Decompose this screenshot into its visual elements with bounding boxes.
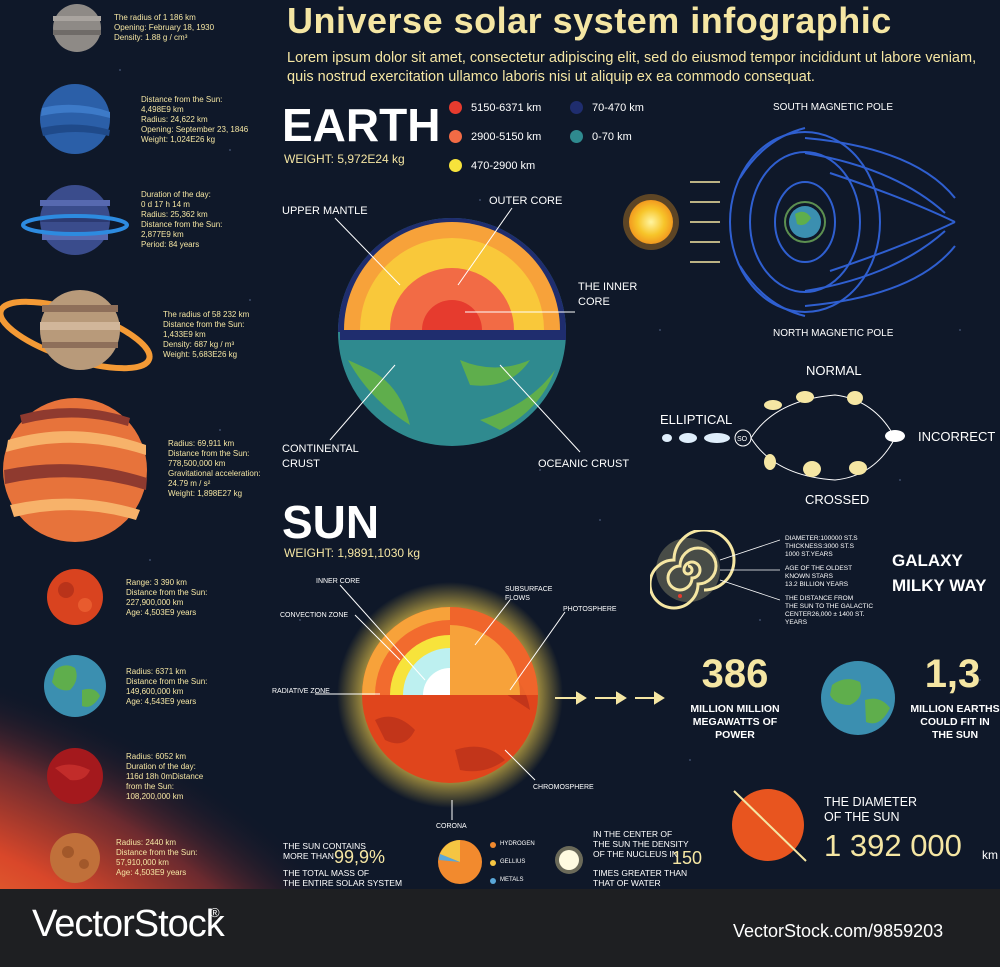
earth-small-planet: [44, 655, 106, 717]
legend-label: 0-70 km: [592, 131, 632, 143]
label-continental-2: CRUST: [282, 458, 320, 470]
page-title: Universe solar system infographic: [287, 0, 892, 41]
mars-planet: [47, 569, 103, 625]
neptune-planet: [40, 84, 110, 154]
mass-text-2: THE TOTAL MASS OF THE ENTIRE SOLAR SYSTE…: [283, 868, 403, 888]
galaxy-facts-1: DIAMETER:100000 ST.S THICKNESS:3000 ST.S…: [785, 535, 858, 558]
legend-label: 470-2900 km: [471, 160, 536, 172]
nucleus-icon: [555, 846, 583, 874]
uranus-info: Duration of the day: 0 d 17 h 14 m Radiu…: [141, 190, 223, 249]
earth-title: EARTH: [282, 99, 441, 151]
legend-metals: METALS: [500, 877, 524, 883]
label-inner-core-2: CORE: [578, 296, 610, 308]
density-value: 150: [672, 848, 703, 868]
venus-planet: [47, 748, 103, 804]
so-label: SO: [737, 436, 748, 443]
galaxy-type-crossed: CROSSED: [805, 492, 870, 507]
sun-leader-lines: [315, 584, 566, 820]
galaxy-facts-2: AGE OF THE OLDEST KNOWN STARS 13.2 BILLI…: [785, 565, 853, 588]
sun-title: SUN: [282, 496, 380, 548]
density-text-2: TIMES GREATER THAN THAT OF WATER: [593, 868, 688, 888]
watermark-footer: VectorStock ® VectorStock.com/9859203: [0, 889, 1000, 967]
brand-reg: ®: [210, 905, 220, 920]
legend-dot-inner-core: [449, 101, 462, 114]
galaxy-title-1: GALAXY: [892, 551, 963, 570]
label-photosphere: PHOTOSPHERE: [563, 606, 617, 613]
planets-column: [0, 4, 153, 883]
pluto-info: The radius of 1 186 km Opening: February…: [114, 13, 215, 42]
magnetic-field-diagram: [623, 127, 956, 317]
galaxy-facts-3: THE DISTANCE FROM THE SUN TO THE GALACTI…: [785, 595, 874, 626]
venus-info: Radius: 6052 km Duration of the day: 116…: [126, 752, 204, 801]
legend-dot-crust: [570, 130, 583, 143]
jupiter-planet: [3, 398, 147, 542]
starfield: [119, 69, 981, 761]
legend-label: 5150-6371 km: [471, 102, 542, 114]
legend-label: 2900-5150 km: [471, 131, 542, 143]
galaxy-title-2: MILKY WAY: [892, 576, 987, 595]
brand-name: VectorStock: [32, 903, 225, 945]
legend-dot-outer-core: [449, 130, 462, 143]
label-chromosphere: CHROMOSPHERE: [533, 784, 594, 791]
neptune-info: Distance from the Sun: 4,498E9 km Radius…: [141, 95, 249, 144]
galaxy-type-incorrect: INCORRECT: [918, 429, 996, 444]
label-radiative: RADIATIVE ZONE: [272, 688, 330, 695]
legend-dot-hydrogen: [490, 842, 496, 848]
label-subsurface-1: SUBSURFACE: [505, 586, 553, 593]
density-text-1: IN THE CENTER OF THE SUN THE DENSITY OF …: [593, 829, 689, 859]
legend-label: 70-470 km: [592, 102, 644, 114]
mass-percent: 99,9%: [334, 847, 386, 867]
legend-hydrogen: HYDROGEN: [500, 841, 535, 847]
mass-text-1: THE SUN CONTAINS MORE THAN: [283, 841, 366, 861]
label-continental-1: CONTINENTAL: [282, 443, 359, 455]
label-oceanic-crust: OCEANIC CRUST: [538, 458, 630, 470]
label-outer-core: OUTER CORE: [489, 195, 563, 207]
earths-value: 1,3: [924, 652, 981, 696]
legend-gellius: GELLIUS: [500, 859, 526, 865]
saturn-info: The radius of 58 232 km Distance from th…: [163, 310, 250, 359]
uranus-planet: [21, 185, 129, 255]
composition-pie: [438, 840, 482, 884]
earth-cutaway: [338, 218, 566, 446]
power-text: MILLION MILLION MEGAWATTS OF POWER: [690, 703, 780, 741]
south-pole-label: SOUTH MAGNETIC POLE: [773, 102, 894, 113]
pluto-planet: [53, 4, 101, 52]
legend-dot-gellius: [490, 860, 496, 866]
sun-diameter-icon: [732, 789, 807, 862]
label-convection: CONVECTION ZONE: [280, 612, 349, 619]
jupiter-info: Radius: 69,911 km Distance from the Sun:…: [168, 439, 261, 498]
earth-weight: WEIGHT: 5,972E24 kg: [284, 152, 405, 166]
earth-leader-lines: [329, 207, 581, 453]
label-sun-inner-core: INNER CORE: [316, 578, 360, 585]
label-inner-core-1: THE INNER: [578, 281, 638, 293]
diameter-value: 1 392 000: [824, 828, 962, 863]
saturn-planet: [0, 290, 153, 372]
label-upper-mantle: UPPER MANTLE: [282, 205, 368, 217]
legend-dot-mantle: [449, 159, 462, 172]
galaxy-types-diagram: SO: [662, 391, 905, 481]
galaxy-type-normal: NORMAL: [806, 363, 862, 378]
legend-dot-upper-mantle: [570, 101, 583, 114]
power-value: 386: [701, 652, 769, 696]
galaxy-type-elliptical: ELLIPTICAL: [660, 412, 733, 427]
diameter-unit: km: [982, 848, 998, 862]
diameter-label: THE DIAMETER OF THE SUN: [824, 795, 918, 824]
north-pole-label: NORTH MAGNETIC POLE: [773, 328, 894, 339]
earth-small-info: Radius: 6371 km Distance from the Sun: 1…: [126, 667, 208, 706]
label-corona: CORONA: [436, 823, 467, 830]
mercury-planet: [50, 833, 100, 883]
earth-stat-icon: [821, 661, 895, 735]
intro-text: Lorem ipsum dolor sit amet, consectetur …: [287, 50, 977, 85]
label-subsurface-2: FLOWS: [505, 595, 530, 602]
sun-weight: WEIGHT: 1,9891,1030 kg: [284, 546, 421, 560]
image-url: VectorStock.com/9859203: [733, 921, 944, 941]
milky-way-spiral: [650, 530, 780, 610]
power-arrows: [555, 691, 665, 705]
mercury-info: Radius: 2440 km Distance from the Sun: 5…: [116, 838, 198, 877]
mars-info: Range: 3 390 km Distance from the Sun: 2…: [126, 578, 208, 617]
earths-text: MILLION EARTHS COULD FIT IN THE SUN: [910, 703, 1000, 741]
legend-dot-metals: [490, 878, 496, 884]
